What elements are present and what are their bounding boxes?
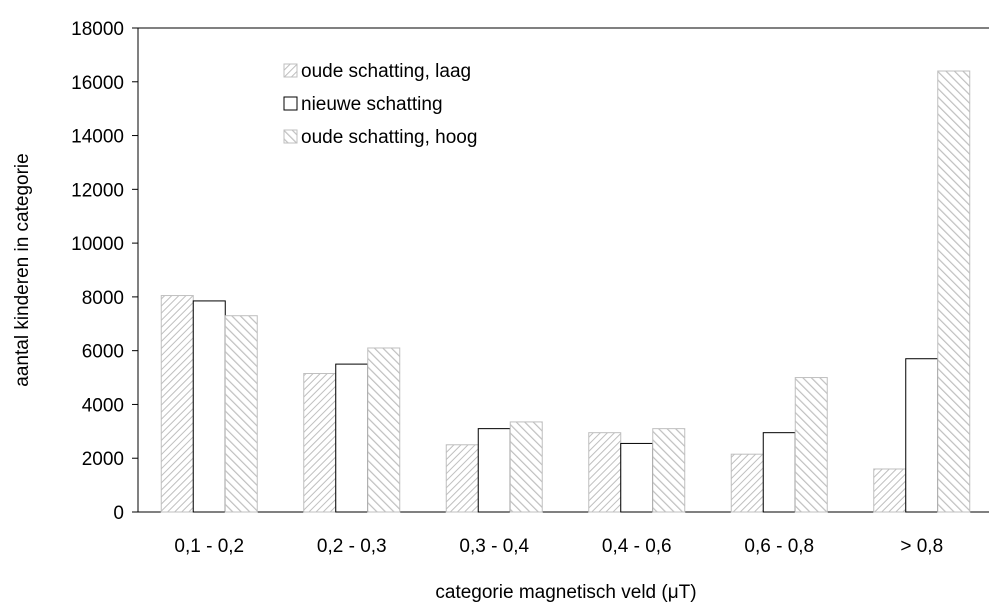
bar bbox=[588, 432, 622, 513]
x-tick-label: 0,1 - 0,2 bbox=[174, 536, 244, 557]
y-tick-label: 6000 bbox=[82, 342, 124, 363]
bar bbox=[652, 428, 686, 513]
legend-label-oude-hoog: oude schatting, hoog bbox=[301, 127, 477, 148]
bar bbox=[620, 442, 654, 513]
legend-swatch-oude-laag bbox=[283, 63, 298, 78]
y-axis-ticks: 0 2000 4000 6000 8000 10000 12000 14000 16000 180… bbox=[71, 19, 138, 524]
y-tick-label: 12000 bbox=[71, 180, 124, 201]
legend-swatch-oude-hoog bbox=[283, 129, 298, 144]
bar bbox=[367, 347, 401, 513]
bar bbox=[873, 468, 907, 513]
bar bbox=[905, 358, 939, 513]
plot-area bbox=[137, 27, 989, 513]
y-tick-label: 10000 bbox=[71, 234, 124, 255]
legend: oude schatting, laag nieuwe schatting ou… bbox=[283, 61, 477, 148]
bar bbox=[509, 421, 543, 513]
y-tick-label: 16000 bbox=[71, 73, 124, 94]
x-axis-title: categorie magnetisch veld (μT) bbox=[435, 582, 696, 603]
bar bbox=[794, 377, 828, 513]
bar bbox=[477, 428, 511, 513]
bar bbox=[303, 373, 337, 513]
y-tick-label: 8000 bbox=[82, 288, 124, 309]
y-tick-label: 0 bbox=[113, 503, 124, 524]
x-axis-ticks: 0,1 - 0,2 0,2 - 0,3 0,3 - 0,4 0,4 - 0,6 0,6 … bbox=[174, 536, 943, 557]
bar bbox=[224, 315, 258, 513]
x-tick-label: 0,3 - 0,4 bbox=[459, 536, 529, 557]
y-tick-label: 2000 bbox=[82, 449, 124, 470]
legend-label-oude-laag: oude schatting, laag bbox=[301, 61, 471, 82]
bar bbox=[160, 295, 194, 513]
x-tick-label: > 0,8 bbox=[900, 536, 943, 557]
y-tick-label: 14000 bbox=[71, 127, 124, 148]
bar bbox=[335, 363, 369, 513]
bar-series bbox=[160, 70, 971, 513]
bar bbox=[937, 70, 971, 513]
y-tick-label: 4000 bbox=[82, 395, 124, 416]
bar bbox=[445, 444, 479, 513]
x-tick-label: 0,2 - 0,3 bbox=[317, 536, 387, 557]
bar bbox=[762, 432, 796, 513]
x-tick-label: 0,4 - 0,6 bbox=[602, 536, 672, 557]
legend-swatch-nieuwe bbox=[283, 96, 298, 111]
bar bbox=[192, 300, 226, 513]
y-tick-label: 18000 bbox=[71, 19, 124, 40]
y-axis-title: aantal kinderen in categorie bbox=[12, 153, 33, 386]
legend-label-nieuwe: nieuwe schatting bbox=[301, 94, 443, 115]
bar bbox=[730, 453, 764, 513]
x-tick-label: 0,6 - 0,8 bbox=[744, 536, 814, 557]
plot-border bbox=[137, 27, 989, 513]
